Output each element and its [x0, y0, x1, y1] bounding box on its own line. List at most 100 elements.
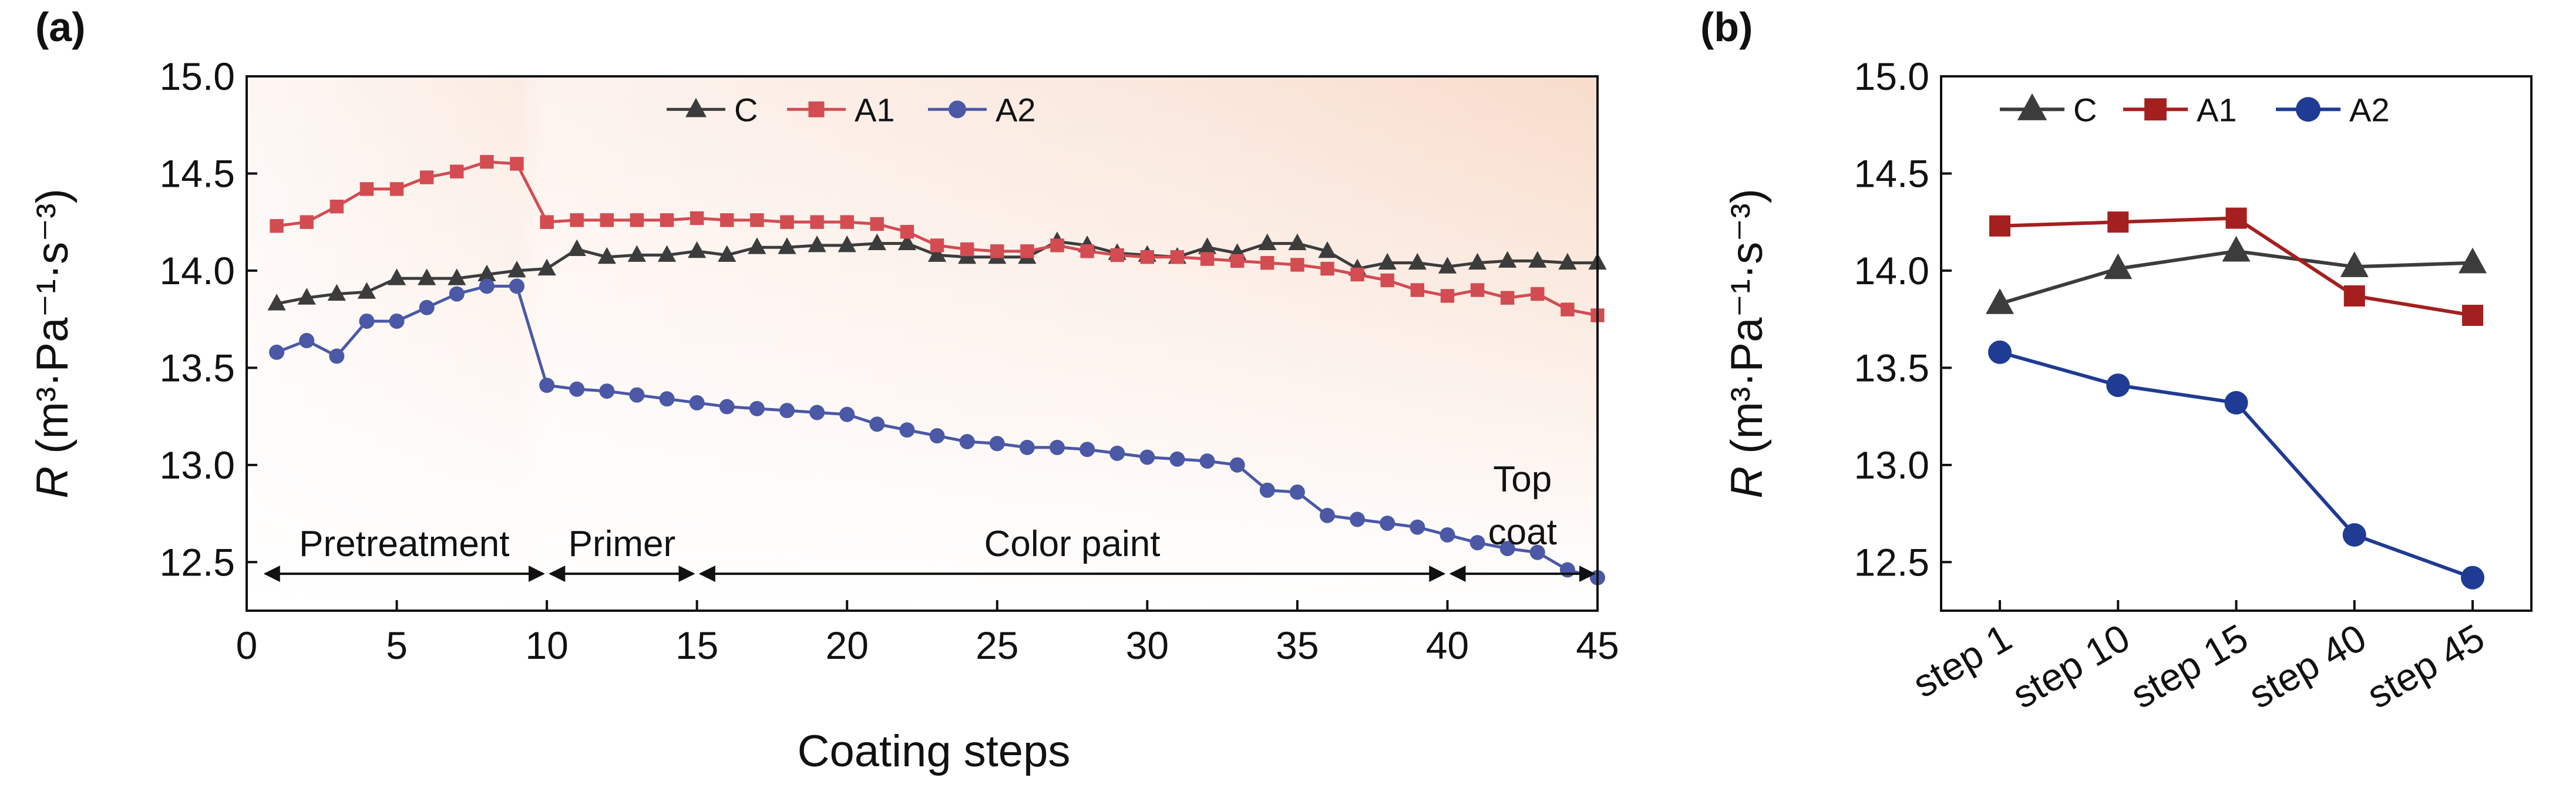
data-point-C [897, 233, 917, 251]
data-point-A1 [359, 182, 374, 196]
x-tick-label: 15 [675, 624, 718, 667]
y-tick-label-b: 15.0 [1854, 55, 1929, 98]
data-point-A2 [1289, 484, 1305, 500]
stage-label: Primer [569, 524, 676, 564]
data-point-A2 [1499, 541, 1515, 557]
data-point-A2 [359, 313, 375, 329]
data-point-C [448, 268, 466, 285]
data-point-A2 [599, 383, 615, 399]
data-point-C [867, 233, 886, 251]
data-point-C [1258, 233, 1277, 251]
data-point-A2 [779, 403, 795, 419]
data-point-C [657, 245, 677, 262]
data-point-C [688, 241, 707, 258]
data-point-C [718, 245, 737, 262]
data-point-A1 [329, 200, 344, 214]
data-point-A2 [989, 436, 1005, 452]
data-point-C [778, 237, 796, 254]
data-point-C [387, 268, 406, 285]
data-point-A1 [1170, 250, 1185, 264]
data-point-A2 [329, 348, 345, 364]
data-point-C [808, 235, 826, 252]
data-point-A1 [1260, 255, 1274, 270]
x-tick-label-b: step 10 [2005, 615, 2137, 716]
data-point-A1 [720, 213, 734, 227]
data-point-A2 [1350, 511, 1366, 527]
data-point-A1 [630, 213, 644, 227]
legend: C A1 A2 [667, 91, 1036, 128]
data-point-A1 [600, 213, 614, 227]
data-point-b-A2 [2224, 390, 2248, 415]
y-tick-label: 13.0 [160, 443, 235, 487]
panel-a-label: (a) [35, 4, 86, 50]
data-point-A1 [990, 244, 1004, 258]
legend-label-C: C [734, 91, 758, 128]
data-point-A1 [780, 215, 794, 229]
y-tick-label-b: 14.0 [1854, 249, 1929, 292]
legend-label-b-A1: A1 [2197, 91, 2237, 128]
x-tick-label: 40 [1426, 624, 1469, 667]
data-point-A2 [899, 422, 915, 438]
data-point-b-A1 [2107, 211, 2129, 233]
data-point-C [1288, 233, 1307, 251]
data-point-A1 [450, 164, 464, 179]
panel-b-label: (b) [1700, 4, 1753, 50]
x-tick-label: 5 [386, 624, 408, 667]
data-point-A2 [1469, 535, 1485, 551]
y-tick-label-b: 13.5 [1854, 346, 1929, 389]
data-point-A2 [419, 299, 435, 315]
data-point-A1 [1350, 267, 1364, 282]
data-point-A1 [870, 217, 885, 231]
stage-label: Pretreatment [299, 524, 509, 564]
data-point-A1 [1561, 302, 1575, 316]
data-point-A2 [1080, 442, 1095, 457]
data-point-A2 [689, 395, 705, 410]
series-line-b-A2 [1999, 351, 2474, 580]
data-point-A2 [1109, 445, 1125, 461]
data-point-b-A1 [2225, 207, 2247, 229]
data-point-b-C [2340, 251, 2369, 277]
data-point-A2 [389, 313, 405, 329]
data-point-C [297, 288, 316, 305]
data-point-A1 [1500, 291, 1515, 305]
data-point-A1 [900, 225, 914, 239]
data-point-A1 [570, 213, 584, 227]
data-point-A2 [479, 278, 495, 294]
data-point-C [267, 294, 286, 311]
data-point-b-C [2222, 235, 2251, 262]
data-point-A1 [1410, 283, 1425, 297]
data-point-b-A1 [1989, 215, 2010, 237]
y-axis-title: R (m³·Pa⁻¹·s⁻³) [28, 188, 78, 499]
y-axis-title-b: R (m³·Pa⁻¹·s⁻³) [1722, 188, 1772, 499]
data-point-A2 [1259, 482, 1275, 498]
data-point-A2 [1410, 519, 1425, 535]
y-axis-var-b: R [1722, 466, 1772, 499]
data-point-A2 [1529, 544, 1545, 560]
data-point-A1 [660, 213, 674, 227]
data-point-A1 [540, 215, 554, 229]
y-axis-units-b: (m³·Pa⁻¹·s⁻³) [1722, 188, 1772, 454]
data-point-C [627, 245, 647, 262]
data-point-b-C [1986, 288, 2014, 314]
y-tick-label: 15.0 [160, 55, 235, 98]
legend-marker-A2 [949, 100, 966, 119]
data-point-A2 [1229, 457, 1245, 473]
data-point-C [1558, 252, 1577, 270]
data-point-A1 [419, 170, 434, 184]
data-point-C [1318, 241, 1337, 258]
x-tick-label: 35 [1276, 624, 1319, 667]
plot-frame [246, 75, 1599, 612]
x-tick-label: 45 [1576, 624, 1619, 667]
data-point-C [927, 245, 947, 262]
data-point-A2 [539, 378, 555, 393]
data-point-C [1198, 237, 1217, 254]
data-point-A2 [719, 399, 735, 415]
x-tick-label: 30 [1126, 624, 1169, 667]
data-point-C [418, 268, 436, 285]
data-point-C [477, 264, 496, 281]
data-point-C [507, 260, 526, 278]
data-point-A2 [749, 400, 765, 416]
legend-label-A1: A1 [855, 91, 895, 128]
